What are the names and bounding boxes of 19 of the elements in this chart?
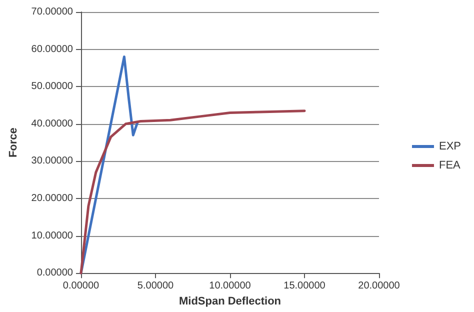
y-tick-label: 70.00000 xyxy=(31,6,74,18)
x-axis-title: MidSpan Deflection xyxy=(178,296,282,308)
y-tick-label: 0.00000 xyxy=(36,268,74,279)
legend-label: EXP xyxy=(438,140,462,152)
x-tick-label: 15.00000 xyxy=(284,280,326,292)
line-series xyxy=(80,110,306,274)
y-tick-label: 20.00000 xyxy=(31,193,74,204)
y-axis-title: Force xyxy=(8,128,20,158)
y-tick-label: 10.00000 xyxy=(31,230,74,242)
x-tick-label: 10.00000 xyxy=(209,280,252,292)
y-tick-label: 60.00000 xyxy=(31,44,74,55)
legend-label: FEA xyxy=(438,160,462,172)
x-tick-label: 0.00000 xyxy=(62,280,100,292)
x-tick-label: 5.00000 xyxy=(137,280,174,292)
line-series xyxy=(80,56,139,274)
y-tick-label: 30.00000 xyxy=(31,156,74,167)
y-tick-label: 40.00000 xyxy=(31,118,74,130)
y-tick-label: 50.00000 xyxy=(31,81,74,92)
x-tick-label: 20.00000 xyxy=(358,280,400,292)
